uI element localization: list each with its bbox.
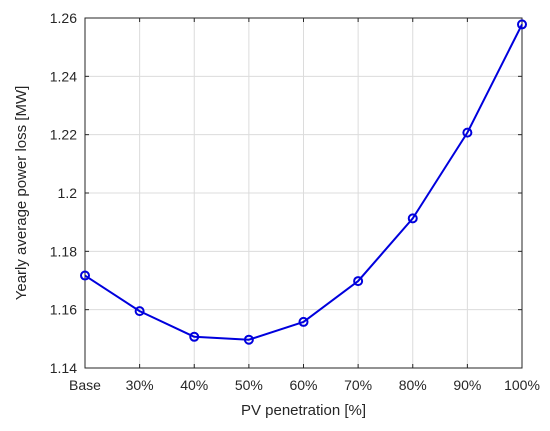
y-tick-labels: 1.14 1.16 1.18 1.2 1.22 1.24 1.26: [50, 10, 77, 376]
x-tick-label: Base: [69, 377, 101, 393]
x-tick-label: 60%: [289, 377, 317, 393]
data-point: [189, 331, 200, 342]
data-point: [80, 270, 90, 281]
x-tick-label: 50%: [235, 377, 263, 393]
x-tick-label: 80%: [399, 377, 427, 393]
x-tick-label: 30%: [126, 377, 154, 393]
grid-lines: [85, 18, 522, 368]
y-tick-label: 1.14: [50, 360, 77, 376]
y-axis-label: Yearly average power loss [MW]: [13, 86, 30, 301]
y-tick-label: 1.16: [50, 302, 77, 318]
data-point: [298, 316, 309, 327]
x-tick-labels: Base 30% 40% 50% 60% 70% 80% 90% 100%: [69, 377, 540, 393]
x-tick-label: 90%: [453, 377, 481, 393]
series-line: [84, 23, 523, 341]
y-tick-label: 1.18: [50, 243, 77, 259]
series-layer: [80, 19, 527, 345]
data-point: [407, 213, 418, 224]
data-point: [353, 276, 364, 287]
x-tick-label: 100%: [504, 377, 540, 393]
x-tick-label: 40%: [180, 377, 208, 393]
y-tick-label: 1.2: [58, 185, 78, 201]
x-tick-label: 70%: [344, 377, 372, 393]
data-point: [517, 19, 527, 30]
y-tick-label: 1.26: [50, 10, 77, 26]
y-tick-label: 1.22: [50, 127, 77, 143]
data-point: [243, 334, 254, 345]
plot-frame: [84, 17, 523, 369]
y-tick-label: 1.24: [50, 68, 77, 84]
data-point: [462, 127, 473, 138]
x-axis-label: PV penetration [%]: [241, 402, 366, 419]
data-point: [134, 306, 145, 317]
